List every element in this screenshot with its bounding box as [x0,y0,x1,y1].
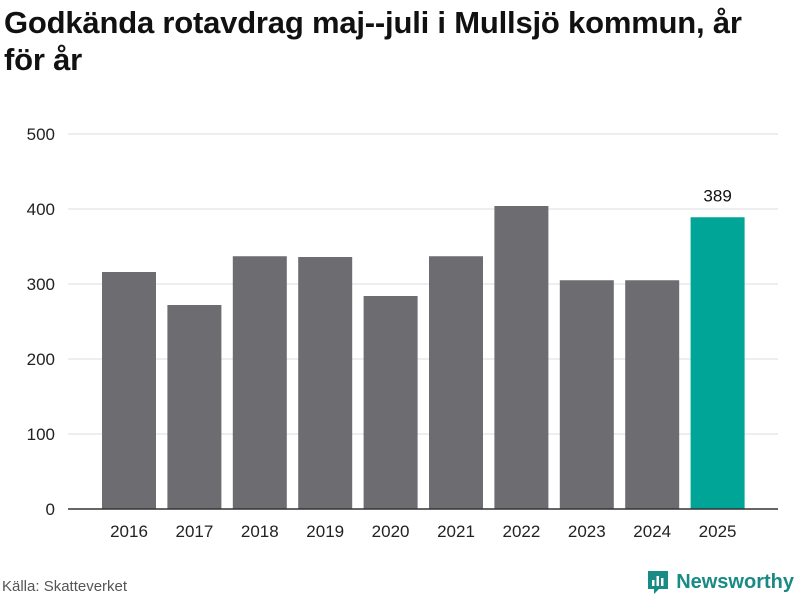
bar-2023 [559,280,614,509]
bar-2024 [625,280,680,509]
x-tick-label: 2022 [502,522,540,541]
bars [102,206,745,509]
chart-title: Godkända rotavdrag maj--juli i Mullsjö k… [4,5,742,77]
bar-2019 [298,257,353,509]
y-tick-label: 0 [46,500,55,519]
x-tick-label: 2019 [306,522,344,541]
brand-name: Newsworthy [676,570,794,593]
x-tick-label: 2017 [175,522,213,541]
y-tick-label: 300 [27,275,55,294]
bar-2017 [167,305,222,509]
x-tick-label: 2016 [110,522,148,541]
bar-2022 [494,206,549,509]
x-tick-label: 2021 [437,522,475,541]
bar-2016 [102,272,156,509]
bar-2020 [363,296,418,509]
y-tick-label: 100 [27,425,55,444]
x-tick-label: 2025 [699,522,737,541]
y-tick-label: 200 [27,350,55,369]
newsworthy-logo-icon [648,571,669,594]
y-axis-ticks: 0 100 200 300 400 500 [27,125,55,519]
x-tick-label: 2020 [372,522,410,541]
data-labels: 389 [703,186,731,205]
data-label: 389 [703,186,731,205]
bar-2021 [429,256,483,509]
y-tick-label: 400 [27,200,55,219]
bar-2018 [232,256,287,509]
x-tick-label: 2018 [241,522,279,541]
x-tick-label: 2024 [633,522,671,541]
bar-2025 [690,217,745,509]
brand: Newsworthy [646,569,794,595]
x-tick-label: 2023 [568,522,606,541]
y-tick-label: 500 [27,125,55,144]
x-axis-ticks: 2016 2017 2018 2019 2020 2021 2022 2023 2024 2025 [110,522,736,541]
source-note: Källa: Skatteverket [2,578,128,595]
